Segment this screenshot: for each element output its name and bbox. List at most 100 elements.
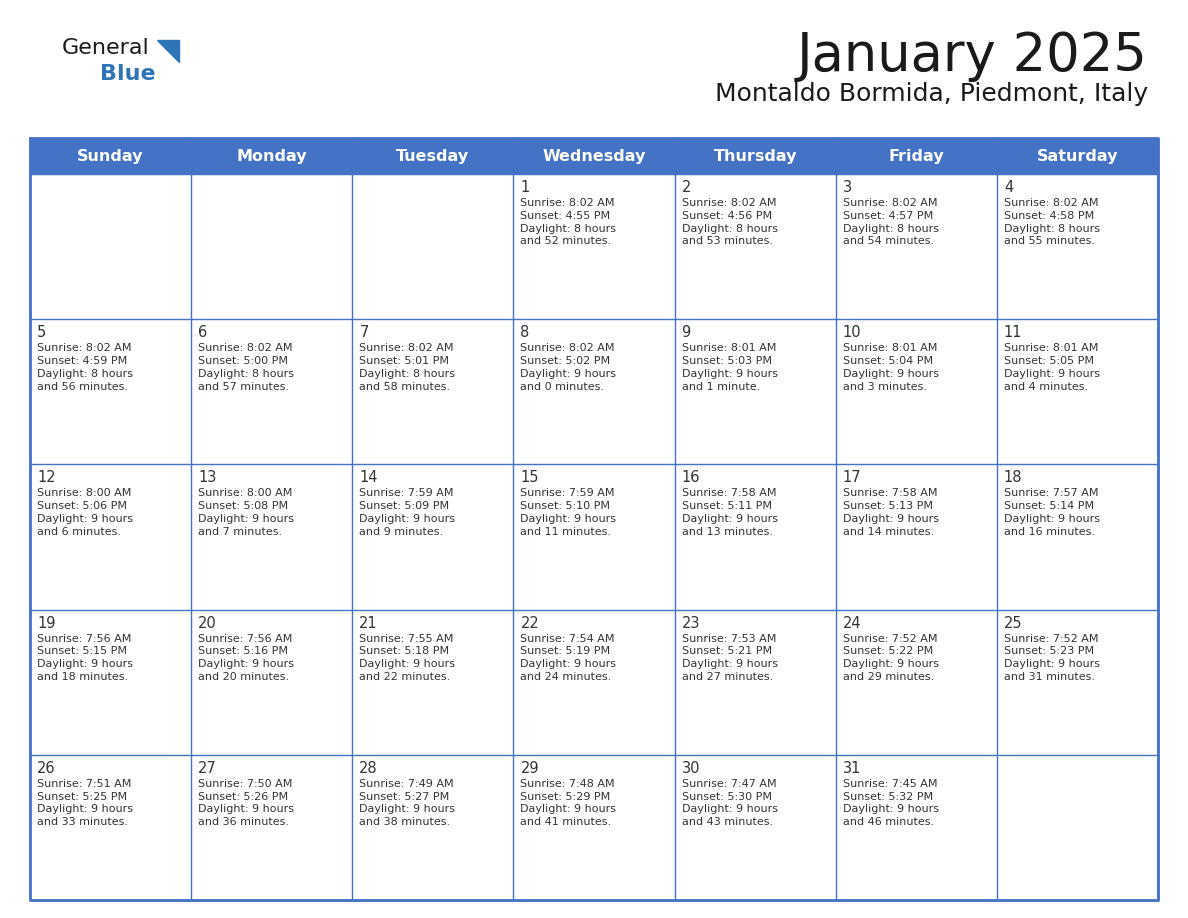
Bar xyxy=(353,465,513,610)
Text: Sunrise: 7:56 AM
Sunset: 5:16 PM
Daylight: 9 hours
and 20 minutes.: Sunrise: 7:56 AM Sunset: 5:16 PM Dayligh… xyxy=(198,633,295,682)
Bar xyxy=(353,138,513,174)
Text: 31: 31 xyxy=(842,761,861,776)
Text: Friday: Friday xyxy=(889,149,944,163)
Bar xyxy=(997,174,1158,319)
Text: Sunrise: 8:02 AM
Sunset: 4:59 PM
Daylight: 8 hours
and 56 minutes.: Sunrise: 8:02 AM Sunset: 4:59 PM Dayligh… xyxy=(37,343,133,392)
Text: Sunrise: 7:48 AM
Sunset: 5:29 PM
Daylight: 9 hours
and 41 minutes.: Sunrise: 7:48 AM Sunset: 5:29 PM Dayligh… xyxy=(520,778,617,827)
Text: Sunrise: 7:54 AM
Sunset: 5:19 PM
Daylight: 9 hours
and 24 minutes.: Sunrise: 7:54 AM Sunset: 5:19 PM Dayligh… xyxy=(520,633,617,682)
Bar xyxy=(835,174,997,319)
Text: Sunrise: 8:02 AM
Sunset: 4:57 PM
Daylight: 8 hours
and 54 minutes.: Sunrise: 8:02 AM Sunset: 4:57 PM Dayligh… xyxy=(842,198,939,246)
Text: 29: 29 xyxy=(520,761,539,776)
Bar xyxy=(835,610,997,755)
Bar xyxy=(675,138,835,174)
Text: Sunrise: 7:45 AM
Sunset: 5:32 PM
Daylight: 9 hours
and 46 minutes.: Sunrise: 7:45 AM Sunset: 5:32 PM Dayligh… xyxy=(842,778,939,827)
Text: 16: 16 xyxy=(682,470,700,486)
Text: Sunrise: 7:56 AM
Sunset: 5:15 PM
Daylight: 9 hours
and 18 minutes.: Sunrise: 7:56 AM Sunset: 5:15 PM Dayligh… xyxy=(37,633,133,682)
Text: Sunrise: 7:58 AM
Sunset: 5:13 PM
Daylight: 9 hours
and 14 minutes.: Sunrise: 7:58 AM Sunset: 5:13 PM Dayligh… xyxy=(842,488,939,537)
Bar xyxy=(675,319,835,465)
Bar xyxy=(835,465,997,610)
Bar xyxy=(997,610,1158,755)
Text: 21: 21 xyxy=(359,616,378,631)
Bar xyxy=(513,610,675,755)
Bar xyxy=(513,138,675,174)
Bar xyxy=(513,755,675,900)
Bar xyxy=(191,174,353,319)
Text: 13: 13 xyxy=(198,470,216,486)
Text: Sunrise: 8:01 AM
Sunset: 5:04 PM
Daylight: 9 hours
and 3 minutes.: Sunrise: 8:01 AM Sunset: 5:04 PM Dayligh… xyxy=(842,343,939,392)
Text: Saturday: Saturday xyxy=(1037,149,1118,163)
Text: Sunrise: 8:00 AM
Sunset: 5:08 PM
Daylight: 9 hours
and 7 minutes.: Sunrise: 8:00 AM Sunset: 5:08 PM Dayligh… xyxy=(198,488,295,537)
Bar xyxy=(997,755,1158,900)
Bar xyxy=(30,610,191,755)
Text: Sunrise: 7:47 AM
Sunset: 5:30 PM
Daylight: 9 hours
and 43 minutes.: Sunrise: 7:47 AM Sunset: 5:30 PM Dayligh… xyxy=(682,778,778,827)
Text: 22: 22 xyxy=(520,616,539,631)
Text: 23: 23 xyxy=(682,616,700,631)
Bar xyxy=(513,465,675,610)
Text: Sunrise: 7:52 AM
Sunset: 5:23 PM
Daylight: 9 hours
and 31 minutes.: Sunrise: 7:52 AM Sunset: 5:23 PM Dayligh… xyxy=(1004,633,1100,682)
Text: 19: 19 xyxy=(37,616,56,631)
Text: Sunrise: 7:51 AM
Sunset: 5:25 PM
Daylight: 9 hours
and 33 minutes.: Sunrise: 7:51 AM Sunset: 5:25 PM Dayligh… xyxy=(37,778,133,827)
Bar xyxy=(997,138,1158,174)
Bar xyxy=(191,465,353,610)
Text: 6: 6 xyxy=(198,325,208,341)
Polygon shape xyxy=(157,40,179,62)
Text: Blue: Blue xyxy=(100,64,156,84)
Text: 4: 4 xyxy=(1004,180,1013,195)
Bar xyxy=(30,755,191,900)
Text: Sunrise: 8:01 AM
Sunset: 5:03 PM
Daylight: 9 hours
and 1 minute.: Sunrise: 8:01 AM Sunset: 5:03 PM Dayligh… xyxy=(682,343,778,392)
Text: Sunrise: 7:55 AM
Sunset: 5:18 PM
Daylight: 9 hours
and 22 minutes.: Sunrise: 7:55 AM Sunset: 5:18 PM Dayligh… xyxy=(359,633,455,682)
Text: Tuesday: Tuesday xyxy=(397,149,469,163)
Text: Sunrise: 8:01 AM
Sunset: 5:05 PM
Daylight: 9 hours
and 4 minutes.: Sunrise: 8:01 AM Sunset: 5:05 PM Dayligh… xyxy=(1004,343,1100,392)
Text: 5: 5 xyxy=(37,325,46,341)
Text: Wednesday: Wednesday xyxy=(542,149,646,163)
Text: General: General xyxy=(62,38,150,58)
Text: 24: 24 xyxy=(842,616,861,631)
Text: Sunrise: 7:57 AM
Sunset: 5:14 PM
Daylight: 9 hours
and 16 minutes.: Sunrise: 7:57 AM Sunset: 5:14 PM Dayligh… xyxy=(1004,488,1100,537)
Bar xyxy=(191,138,353,174)
Text: Sunrise: 8:02 AM
Sunset: 4:56 PM
Daylight: 8 hours
and 53 minutes.: Sunrise: 8:02 AM Sunset: 4:56 PM Dayligh… xyxy=(682,198,778,246)
Bar xyxy=(353,174,513,319)
Text: 17: 17 xyxy=(842,470,861,486)
Text: Sunrise: 7:58 AM
Sunset: 5:11 PM
Daylight: 9 hours
and 13 minutes.: Sunrise: 7:58 AM Sunset: 5:11 PM Dayligh… xyxy=(682,488,778,537)
Bar xyxy=(191,610,353,755)
Bar xyxy=(30,138,191,174)
Bar xyxy=(997,319,1158,465)
Text: 25: 25 xyxy=(1004,616,1023,631)
Bar xyxy=(191,755,353,900)
Bar xyxy=(675,465,835,610)
Bar xyxy=(353,755,513,900)
Text: 28: 28 xyxy=(359,761,378,776)
Bar xyxy=(835,138,997,174)
Text: 18: 18 xyxy=(1004,470,1023,486)
Bar xyxy=(675,174,835,319)
Text: Sunrise: 7:50 AM
Sunset: 5:26 PM
Daylight: 9 hours
and 36 minutes.: Sunrise: 7:50 AM Sunset: 5:26 PM Dayligh… xyxy=(198,778,295,827)
Text: Sunrise: 8:02 AM
Sunset: 5:02 PM
Daylight: 9 hours
and 0 minutes.: Sunrise: 8:02 AM Sunset: 5:02 PM Dayligh… xyxy=(520,343,617,392)
Text: 2: 2 xyxy=(682,180,691,195)
Text: 15: 15 xyxy=(520,470,539,486)
Text: Sunrise: 8:00 AM
Sunset: 5:06 PM
Daylight: 9 hours
and 6 minutes.: Sunrise: 8:00 AM Sunset: 5:06 PM Dayligh… xyxy=(37,488,133,537)
Text: 9: 9 xyxy=(682,325,690,341)
Text: Sunrise: 7:49 AM
Sunset: 5:27 PM
Daylight: 9 hours
and 38 minutes.: Sunrise: 7:49 AM Sunset: 5:27 PM Dayligh… xyxy=(359,778,455,827)
Text: 30: 30 xyxy=(682,761,700,776)
Text: Sunrise: 8:02 AM
Sunset: 4:55 PM
Daylight: 8 hours
and 52 minutes.: Sunrise: 8:02 AM Sunset: 4:55 PM Dayligh… xyxy=(520,198,617,246)
Bar xyxy=(30,465,191,610)
Bar xyxy=(835,755,997,900)
Text: 3: 3 xyxy=(842,180,852,195)
Text: Sunrise: 8:02 AM
Sunset: 4:58 PM
Daylight: 8 hours
and 55 minutes.: Sunrise: 8:02 AM Sunset: 4:58 PM Dayligh… xyxy=(1004,198,1100,246)
Text: 12: 12 xyxy=(37,470,56,486)
Bar xyxy=(835,319,997,465)
Text: 27: 27 xyxy=(198,761,217,776)
Text: 26: 26 xyxy=(37,761,56,776)
Bar xyxy=(997,465,1158,610)
Text: 7: 7 xyxy=(359,325,368,341)
Text: 1: 1 xyxy=(520,180,530,195)
Text: Sunrise: 7:59 AM
Sunset: 5:10 PM
Daylight: 9 hours
and 11 minutes.: Sunrise: 7:59 AM Sunset: 5:10 PM Dayligh… xyxy=(520,488,617,537)
Bar xyxy=(513,319,675,465)
Text: Sunrise: 7:53 AM
Sunset: 5:21 PM
Daylight: 9 hours
and 27 minutes.: Sunrise: 7:53 AM Sunset: 5:21 PM Dayligh… xyxy=(682,633,778,682)
Bar xyxy=(675,755,835,900)
Text: 14: 14 xyxy=(359,470,378,486)
Bar xyxy=(30,174,191,319)
Text: Sunrise: 7:59 AM
Sunset: 5:09 PM
Daylight: 9 hours
and 9 minutes.: Sunrise: 7:59 AM Sunset: 5:09 PM Dayligh… xyxy=(359,488,455,537)
Bar xyxy=(191,319,353,465)
Text: 20: 20 xyxy=(198,616,217,631)
